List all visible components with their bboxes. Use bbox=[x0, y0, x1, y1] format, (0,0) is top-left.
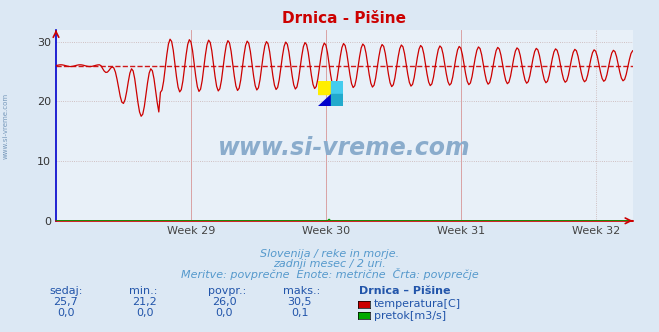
Text: 21,2: 21,2 bbox=[132, 297, 158, 307]
Text: sedaj:: sedaj: bbox=[49, 286, 83, 296]
Text: 30,5: 30,5 bbox=[287, 297, 312, 307]
Text: povpr.:: povpr.: bbox=[208, 286, 246, 296]
Text: min.:: min.: bbox=[129, 286, 157, 296]
Text: Meritve: povprečne  Enote: metrične  Črta: povprečje: Meritve: povprečne Enote: metrične Črta:… bbox=[181, 268, 478, 280]
Text: 25,7: 25,7 bbox=[53, 297, 78, 307]
Text: pretok[m3/s]: pretok[m3/s] bbox=[374, 311, 445, 321]
Text: zadnji mesec / 2 uri.: zadnji mesec / 2 uri. bbox=[273, 259, 386, 269]
Polygon shape bbox=[331, 94, 343, 106]
Text: 26,0: 26,0 bbox=[212, 297, 237, 307]
Bar bbox=[318, 81, 331, 94]
Title: Drnica - Pišine: Drnica - Pišine bbox=[282, 11, 407, 26]
Text: maks.:: maks.: bbox=[283, 286, 321, 296]
Text: 0,0: 0,0 bbox=[215, 308, 233, 318]
Text: www.si-vreme.com: www.si-vreme.com bbox=[2, 93, 9, 159]
Bar bbox=[331, 81, 343, 94]
Text: Slovenija / reke in morje.: Slovenija / reke in morje. bbox=[260, 249, 399, 259]
Polygon shape bbox=[318, 94, 331, 106]
Text: 0,1: 0,1 bbox=[291, 308, 308, 318]
Text: Drnica – Pišine: Drnica – Pišine bbox=[359, 286, 451, 296]
Text: 0,0: 0,0 bbox=[136, 308, 154, 318]
Text: 0,0: 0,0 bbox=[57, 308, 74, 318]
Text: temperatura[C]: temperatura[C] bbox=[374, 299, 461, 309]
Text: www.si-vreme.com: www.si-vreme.com bbox=[218, 136, 471, 160]
